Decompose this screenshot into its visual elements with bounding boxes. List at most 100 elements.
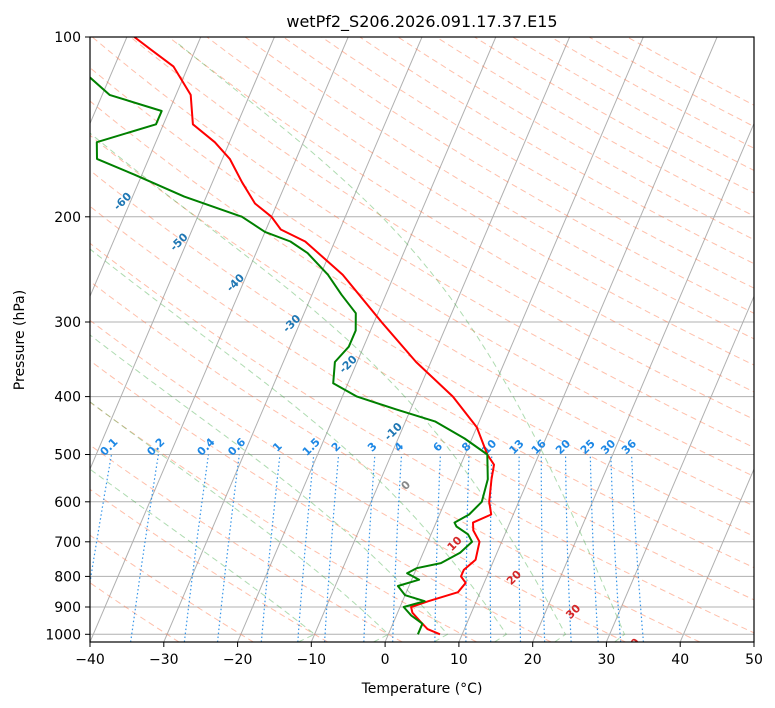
moist-adiabat bbox=[90, 132, 567, 642]
y-tick-label: 100 bbox=[54, 30, 81, 46]
background-lines bbox=[90, 37, 754, 642]
mixing-ratio-line bbox=[90, 454, 113, 587]
isotherm-gridline bbox=[90, 37, 349, 642]
mixing-ratio-line bbox=[540, 454, 546, 642]
isotherm-gridline bbox=[753, 640, 754, 642]
isotherm-gridline bbox=[163, 37, 423, 642]
y-axis-label: Pressure (hPa) bbox=[12, 290, 28, 390]
isotherm-gridline bbox=[90, 37, 202, 298]
y-tick-label: 700 bbox=[54, 535, 81, 551]
isotherm-gridline bbox=[458, 37, 718, 642]
dry-adiabat bbox=[474, 37, 754, 194]
dry-adiabat-label: -40 bbox=[224, 271, 247, 294]
y-tick-label: 800 bbox=[54, 569, 81, 585]
y-tick-label: 200 bbox=[54, 210, 81, 226]
y-tick-label: 900 bbox=[54, 600, 81, 616]
x-tick-label: 40 bbox=[671, 652, 689, 668]
mixing-ratio-line bbox=[489, 454, 493, 642]
mixing-ratio-line bbox=[130, 454, 159, 642]
profile-lines bbox=[90, 37, 495, 636]
mixing-ratio-label: 1 bbox=[270, 440, 285, 455]
mixing-ratio-line bbox=[324, 454, 340, 642]
isotherm-gridline bbox=[532, 122, 754, 642]
dry-adiabat bbox=[90, 169, 754, 569]
mixing-ratio-label: 3 bbox=[365, 440, 380, 455]
mixing-ratio-label: 0.6 bbox=[225, 435, 248, 458]
chart-title: wetPf2_S206.2026.091.17.37.E15 bbox=[286, 12, 557, 32]
isotherm-gridline bbox=[384, 37, 644, 642]
y-tick-label: 500 bbox=[54, 448, 81, 464]
y-tick-label: 1000 bbox=[45, 627, 81, 643]
dry-adiabat bbox=[206, 37, 754, 366]
dry-adiabat bbox=[90, 534, 254, 642]
dry-adiabat bbox=[90, 100, 754, 507]
axis-ticks: −40 −30 −20 −10 0 10 20 30 40 5010020030040050060… bbox=[45, 30, 763, 668]
dry-adiabat-label: -50 bbox=[167, 230, 190, 253]
mixing-ratio-line bbox=[183, 454, 210, 642]
dry-adiabat-label: -70 bbox=[55, 149, 78, 172]
dewpoint-profile-line bbox=[90, 76, 489, 635]
moist-adiabat bbox=[175, 41, 626, 642]
plot-frame bbox=[89, 36, 755, 643]
x-axis-label: Temperature (°C) bbox=[361, 681, 483, 697]
dry-adiabat bbox=[321, 37, 754, 289]
mixing-ratio-label: 20 bbox=[553, 437, 573, 457]
mixing-ratio-line bbox=[297, 454, 315, 642]
moist-adiabat bbox=[90, 334, 449, 642]
isotherm-gridline bbox=[605, 295, 754, 642]
x-tick-label: 10 bbox=[450, 652, 468, 668]
temperature-profile-line bbox=[133, 37, 495, 636]
dry-adiabat bbox=[90, 242, 754, 634]
mixing-ratio-line bbox=[610, 454, 622, 642]
mixing-ratio-line bbox=[216, 454, 240, 642]
mixing-ratio-line bbox=[564, 454, 572, 642]
mixing-ratio-line bbox=[518, 454, 522, 642]
moist-adiabat bbox=[90, 401, 390, 642]
y-tick-label: 400 bbox=[54, 390, 81, 406]
mixing-ratio-line bbox=[363, 454, 376, 642]
x-tick-label: −30 bbox=[149, 652, 179, 668]
x-tick-label: −20 bbox=[223, 652, 253, 668]
isotherm-gridline bbox=[310, 37, 571, 642]
mixing-ratio-line bbox=[434, 454, 441, 642]
isotherm-gridline bbox=[679, 467, 754, 642]
isotherm-gridline bbox=[90, 37, 275, 471]
x-tick-label: 0 bbox=[381, 652, 390, 668]
dry-adiabat bbox=[90, 205, 754, 601]
mixing-ratio-line bbox=[589, 454, 599, 642]
dry-adiabat bbox=[90, 280, 701, 642]
mixing-ratio-line bbox=[465, 454, 470, 642]
dry-adiabat-label: 30 bbox=[563, 601, 583, 621]
dry-adiabat bbox=[130, 37, 754, 420]
moist-adiabat bbox=[90, 468, 316, 642]
mixing-ratio-label: 30 bbox=[598, 437, 618, 457]
x-tick-label: 50 bbox=[745, 652, 763, 668]
mixing-ratio-line bbox=[631, 454, 644, 642]
dry-adiabat-label: -10 bbox=[382, 420, 405, 443]
dry-adiabat-label: -60 bbox=[111, 190, 134, 213]
dry-adiabat bbox=[283, 37, 754, 314]
dry-adiabat bbox=[90, 444, 403, 642]
dry-adiabat bbox=[435, 37, 754, 217]
dry-adiabat bbox=[90, 319, 626, 642]
dry-adiabat bbox=[90, 488, 329, 642]
dry-adiabat bbox=[588, 37, 754, 128]
mixing-ratio-label: 0.1 bbox=[98, 436, 121, 459]
mixing-ratio-label: 4 bbox=[392, 439, 407, 454]
dry-adiabat bbox=[359, 37, 754, 265]
mixing-ratio-line bbox=[392, 454, 403, 642]
dry-adiabat-label: -80 bbox=[0, 108, 22, 131]
dry-adiabat-label: -30 bbox=[280, 312, 303, 335]
dry-adiabat-label: 0 bbox=[399, 478, 414, 493]
mixing-ratio-label: 36 bbox=[619, 437, 639, 457]
dry-adiabat bbox=[90, 401, 477, 642]
y-tick-label: 300 bbox=[54, 315, 81, 331]
moist-adiabat bbox=[90, 248, 508, 642]
x-tick-label: 30 bbox=[597, 652, 615, 668]
mixing-ratio-label: 0.4 bbox=[195, 435, 218, 458]
x-tick-label: 20 bbox=[524, 652, 542, 668]
dry-adiabat bbox=[168, 37, 754, 393]
dry-adiabat bbox=[244, 37, 754, 340]
